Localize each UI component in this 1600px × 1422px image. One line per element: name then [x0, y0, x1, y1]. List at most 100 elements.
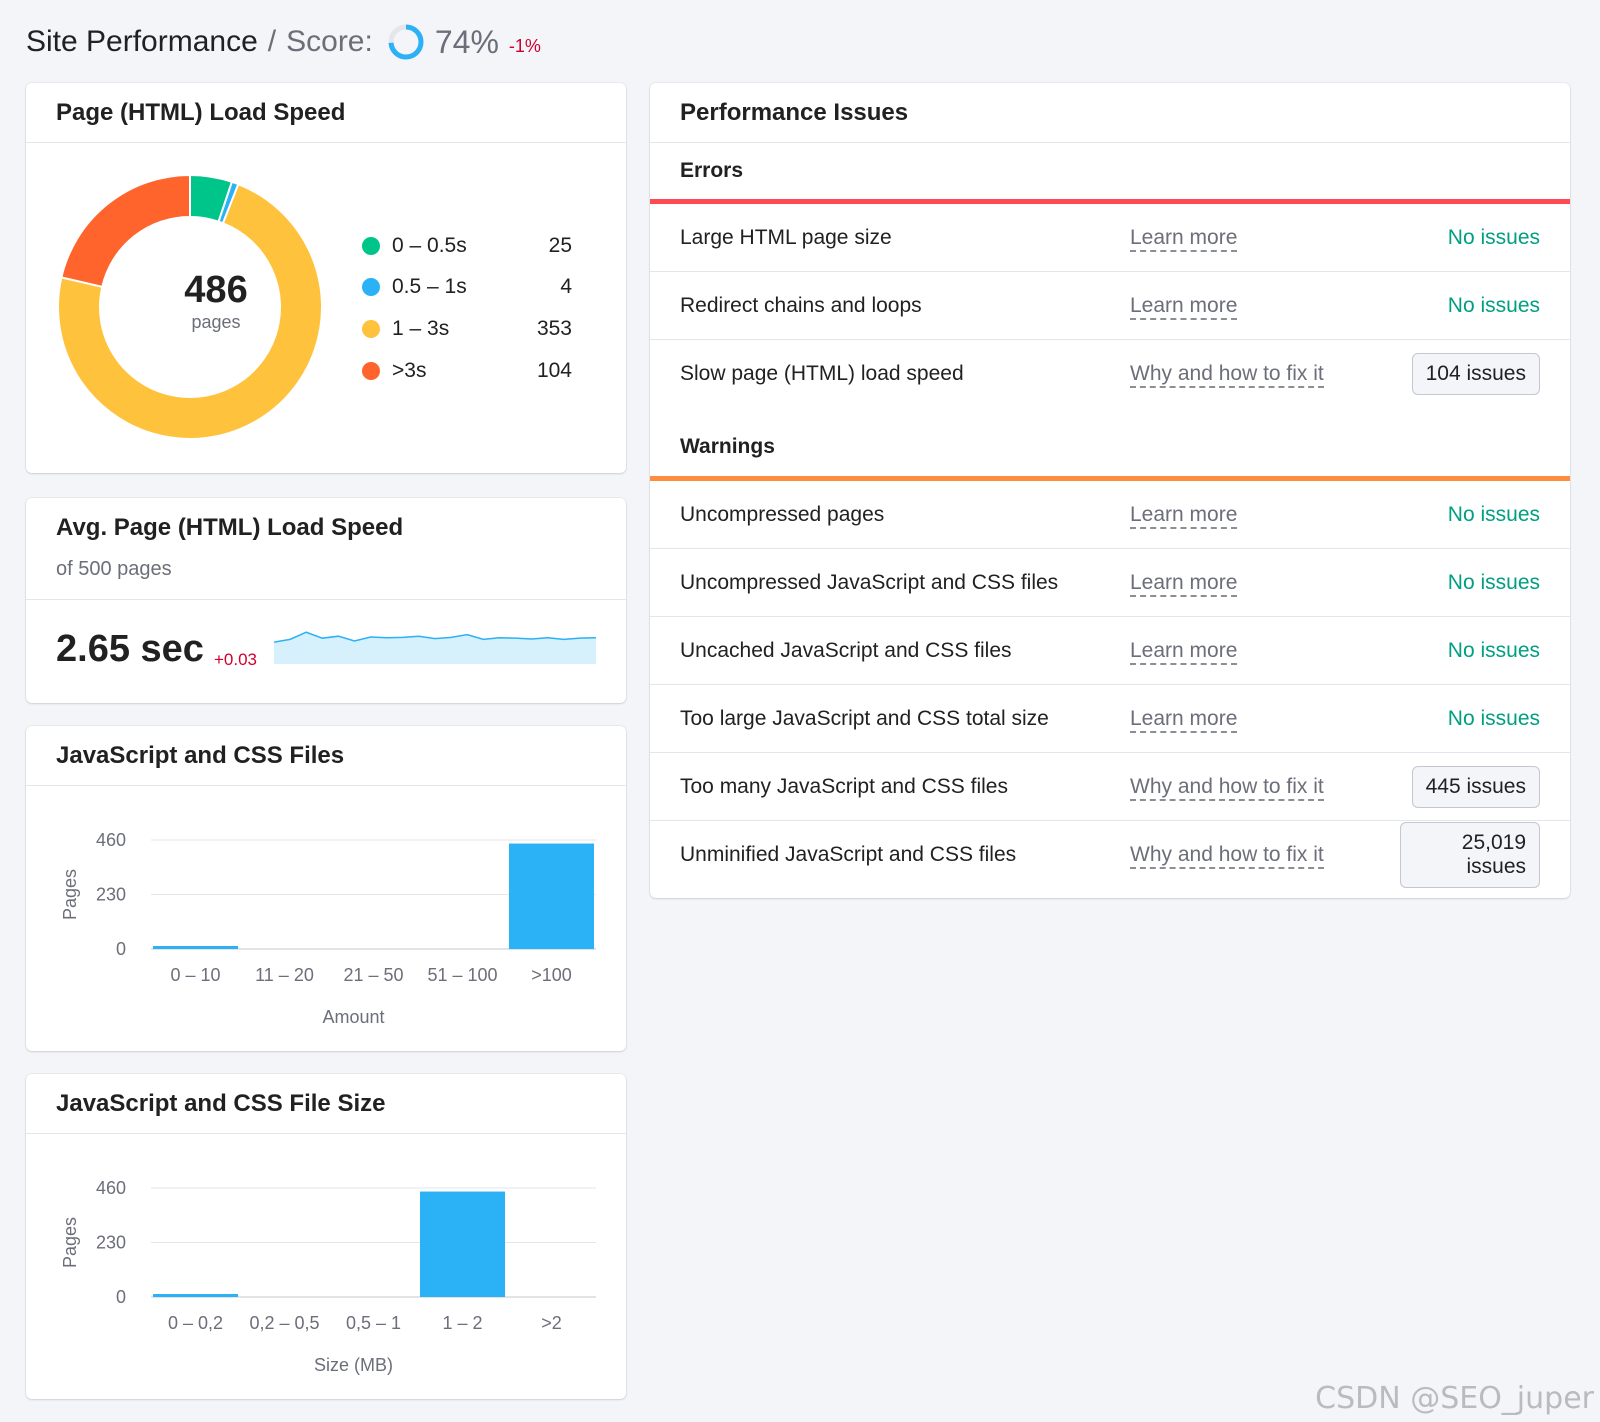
issue-name: Redirect chains and loops — [680, 293, 922, 317]
performance-issues-card: Performance Issues Errors Large HTML pag… — [650, 83, 1570, 898]
issue-help-link-wrap: Learn more — [1130, 638, 1400, 665]
issue-help-link[interactable]: Learn more — [1130, 502, 1238, 529]
legend-item[interactable]: >3s 104 — [362, 350, 572, 392]
warnings-section-title: Warnings — [680, 435, 775, 458]
sparkline-line — [274, 631, 596, 643]
issue-help-link[interactable]: Why and how to fix it — [1130, 774, 1324, 801]
issue-help-link[interactable]: Why and how to fix it — [1130, 843, 1324, 869]
donut-slice[interactable] — [60, 173, 191, 289]
bar[interactable] — [420, 1191, 505, 1297]
x-tick-label: 11 – 20 — [255, 965, 314, 985]
y-tick-label: 230 — [96, 885, 126, 905]
score-ring-icon — [388, 24, 424, 60]
issue-status-cell: 104 issues — [1400, 353, 1540, 395]
legend-dot-icon — [362, 319, 380, 338]
legend-item[interactable]: 1 – 3s 353 — [362, 308, 572, 350]
load-speed-donut — [57, 173, 323, 440]
issue-row: Uncompressed JavaScript and CSS files Lea… — [650, 549, 1570, 617]
y-tick-label: 0 — [116, 1287, 126, 1307]
legend-label: >3s — [392, 358, 427, 382]
js-css-files-chart: 460 230 0 0 – 10 11 – 20 21 – 50 51 – 100 >100 A… — [60, 830, 596, 1027]
bar[interactable] — [509, 843, 594, 949]
js-css-files-card: JavaScript and CSS Files 460 230 0 0 – 10 11… — [26, 726, 626, 1051]
issue-help-link[interactable]: Learn more — [1130, 570, 1238, 597]
total-pages-value: 486 — [184, 269, 248, 311]
load-speed-card: Page (HTML) Load Speed 486 pages 0 – 0.5… — [26, 83, 626, 473]
donut-slice[interactable] — [57, 182, 323, 440]
load-speed-title: Page (HTML) Load Speed — [26, 83, 626, 143]
load-speed-legend: 0 – 0.5s 25 0.5 – 1s 4 1 – 3s 353 >3s 10… — [362, 225, 572, 391]
issue-name: Unminified JavaScript and CSS files — [680, 843, 1017, 866]
bar[interactable] — [153, 1294, 238, 1297]
issue-help-link[interactable]: Learn more — [1130, 706, 1238, 733]
issue-count-button[interactable]: 25,019 issues — [1400, 822, 1540, 888]
issue-count-button[interactable]: 104 issues — [1411, 353, 1540, 395]
issue-row: Large HTML page size Learn more No issues — [650, 204, 1570, 272]
errors-rule — [650, 199, 1570, 204]
total-pages-unit: pages — [191, 312, 241, 332]
x-tick-label: >2 — [541, 1313, 562, 1333]
avg-load-speed-subtitle: of 500 pages — [56, 558, 172, 580]
js-css-size-card: JavaScript and CSS File Size 460 230 0 0 – … — [26, 1074, 626, 1399]
legend-count: 104 — [536, 358, 572, 382]
legend-count: 25 — [548, 233, 572, 257]
legend-dot-icon — [362, 278, 380, 297]
y-axis-label: Pages — [60, 869, 80, 920]
issue-row: Redirect chains and loops Learn more No is… — [650, 272, 1570, 340]
issue-name: Uncompressed pages — [680, 502, 885, 526]
avg-load-speed-sparkline — [274, 631, 596, 664]
y-tick-label: 460 — [96, 1178, 126, 1198]
issue-name: Too large JavaScript and CSS total size — [680, 706, 1049, 730]
no-issues-label: No issues — [1447, 502, 1540, 526]
no-issues-label: No issues — [1447, 225, 1540, 249]
score-label: Score: — [286, 25, 373, 58]
legend-label: 0.5 – 1s — [392, 275, 467, 299]
bar[interactable] — [153, 946, 238, 949]
no-issues-label: No issues — [1447, 638, 1540, 662]
x-tick-label: 1 – 2 — [442, 1313, 482, 1333]
legend-item[interactable]: 0 – 0.5s 25 — [362, 225, 572, 267]
issue-name: Uncached JavaScript and CSS files — [680, 638, 1012, 662]
legend-count: 353 — [536, 316, 572, 340]
issue-status-cell: 445 issues — [1400, 765, 1540, 808]
issue-row: Too large JavaScript and CSS total size L… — [650, 685, 1570, 753]
issue-row: Unminified JavaScript and CSS files Why a… — [650, 821, 1570, 889]
score-value: 74% — [434, 23, 499, 60]
issue-name: Too many JavaScript and CSS files — [680, 774, 1008, 798]
issue-help-link[interactable]: Learn more — [1130, 225, 1238, 252]
issue-help-link[interactable]: Learn more — [1130, 293, 1238, 320]
title-separator: / — [267, 25, 277, 58]
legend-item[interactable]: 0.5 – 1s 4 — [362, 267, 572, 309]
issue-help-link[interactable]: Why and how to fix it — [1130, 362, 1324, 388]
avg-load-speed-delta: +0.03 — [214, 650, 258, 669]
avg-load-speed-title: Avg. Page (HTML) Load Speed — [56, 514, 404, 541]
issue-status-cell: No issues — [1400, 503, 1540, 527]
performance-issues-title: Performance Issues — [650, 83, 1570, 143]
y-tick-label: 460 — [96, 830, 126, 850]
issue-name: Slow page (HTML) load speed — [680, 362, 964, 385]
issue-help-link-wrap: Learn more — [1130, 570, 1400, 597]
issue-status-cell: No issues — [1400, 226, 1540, 250]
page-header: Site Performance / Score: 74% -1% — [26, 18, 541, 66]
no-issues-label: No issues — [1447, 293, 1540, 317]
score-delta: -1% — [508, 35, 541, 56]
issue-help-link-wrap: Why and how to fix it — [1130, 774, 1400, 801]
x-tick-label: 0 – 0,2 — [168, 1313, 223, 1333]
issue-status-cell: No issues — [1400, 294, 1540, 318]
legend-dot-icon — [362, 361, 380, 380]
x-tick-label: >100 — [531, 965, 572, 985]
x-tick-label: 0,5 – 1 — [346, 1313, 401, 1333]
issue-help-link[interactable]: Learn more — [1130, 638, 1238, 665]
issue-help-link-wrap: Learn more — [1130, 706, 1400, 733]
issue-count-button[interactable]: 445 issues — [1411, 765, 1540, 808]
legend-dot-icon — [362, 236, 380, 255]
issue-status-cell: 25,019 issues — [1400, 822, 1540, 888]
no-issues-label: No issues — [1447, 570, 1540, 594]
issue-status-cell: No issues — [1400, 707, 1540, 731]
sparkline-area — [274, 632, 596, 664]
issue-status-cell: No issues — [1400, 571, 1540, 595]
errors-list: Large HTML page size Learn more No issues R… — [650, 204, 1570, 408]
errors-section-title: Errors — [680, 159, 744, 182]
x-tick-label: 0 – 10 — [170, 965, 220, 985]
donut-center: 486 pages — [124, 270, 308, 333]
